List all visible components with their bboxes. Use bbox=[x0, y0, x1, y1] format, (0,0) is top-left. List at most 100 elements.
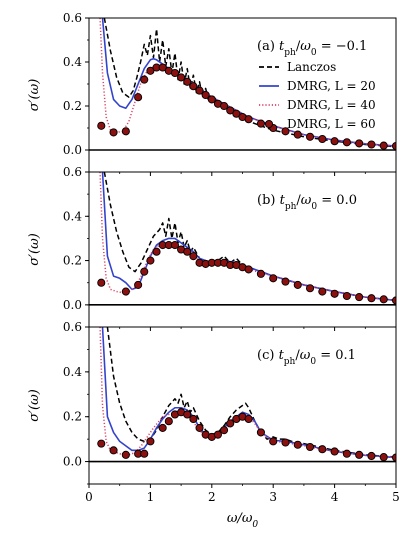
data-point-l60 bbox=[318, 445, 327, 454]
data-point-l60 bbox=[170, 241, 180, 250]
data-point-l60 bbox=[146, 437, 155, 446]
data-point-l60 bbox=[379, 141, 388, 150]
data-point-l60 bbox=[256, 269, 265, 278]
data-point-l60 bbox=[109, 446, 118, 455]
panel-title: (b) tph/ω0 = 0.0 bbox=[257, 193, 357, 212]
x-tick-label: 4 bbox=[331, 490, 339, 504]
y-tick-label: 0.6 bbox=[63, 165, 82, 179]
legend-entry-label: DMRG, L = 20 bbox=[287, 79, 376, 93]
data-point-l60 bbox=[269, 274, 278, 283]
panel-c: 0.0 0.2 0.4 0.6 0 1 2 3 4 5 σ′(ω) (c) tph/ω0 = 0.1 ω… bbox=[27, 320, 400, 530]
data-point-l60 bbox=[97, 121, 106, 130]
data-point-l60 bbox=[220, 101, 229, 111]
data-point-l60 bbox=[170, 68, 180, 78]
data-point-l60 bbox=[330, 447, 339, 456]
x-tick-label: 5 bbox=[392, 490, 400, 504]
panel-title: (a) tph/ω0 = −0.1 bbox=[257, 39, 367, 58]
data-point-l60 bbox=[305, 132, 315, 141]
y-tick-label: 0.4 bbox=[63, 55, 82, 69]
y-tick-label: 0.2 bbox=[63, 254, 82, 268]
x-tick-label: 0 bbox=[85, 490, 93, 504]
data-point-l60 bbox=[201, 90, 210, 100]
series-line-l40 bbox=[99, 327, 396, 459]
panel-title: (c) tph/ω0 = 0.1 bbox=[257, 348, 356, 367]
data-point-l60 bbox=[164, 417, 173, 426]
data-point-l60 bbox=[244, 115, 253, 124]
legend-entry-label: Lanczos bbox=[287, 60, 336, 74]
data-point-l60 bbox=[342, 138, 351, 147]
series-line-lanczos bbox=[103, 172, 396, 302]
data-point-l60 bbox=[293, 280, 302, 289]
data-point-l60 bbox=[121, 450, 130, 459]
data-point-l60 bbox=[330, 137, 339, 146]
series-group bbox=[97, 327, 396, 462]
data-point-l60 bbox=[281, 438, 290, 447]
legend-entry-label: DMRG, L = 40 bbox=[287, 98, 376, 112]
y-tick-label: 0.0 bbox=[63, 298, 82, 312]
data-point-l60 bbox=[379, 453, 388, 462]
data-point-l60 bbox=[97, 278, 106, 287]
data-point-l60 bbox=[183, 77, 192, 86]
data-point-l60 bbox=[342, 291, 351, 301]
data-point-l60 bbox=[189, 252, 198, 261]
data-point-l60 bbox=[342, 449, 351, 458]
panel-a: 0.0 0.2 0.4 0.6 σ′(ω) (a) tph/ω0 = −0.1 Lanczo… bbox=[27, 11, 397, 176]
data-point-l60 bbox=[379, 295, 388, 304]
data-point-l60 bbox=[183, 247, 192, 256]
panel-b: 0.0 0.2 0.4 0.6 σ′(ω) (b) tph/ω0 = 0.0 bbox=[27, 165, 397, 331]
data-point-l60 bbox=[152, 247, 161, 256]
data-point-l60 bbox=[318, 134, 327, 144]
y-tick-label: 0.6 bbox=[63, 320, 82, 334]
data-point-l60 bbox=[207, 95, 216, 104]
data-point-l60 bbox=[134, 93, 143, 102]
series-group bbox=[97, 18, 396, 151]
data-point-l60 bbox=[226, 419, 235, 428]
data-point-l60 bbox=[355, 293, 364, 302]
data-point-l60 bbox=[367, 294, 376, 303]
data-point-l60 bbox=[355, 450, 364, 459]
x-tick-label: 2 bbox=[208, 490, 216, 504]
data-point-l60 bbox=[256, 428, 265, 437]
series-line-lanczos bbox=[106, 327, 396, 458]
data-point-l60 bbox=[367, 451, 376, 461]
x-axis-label: ω/ω0 bbox=[227, 511, 259, 530]
data-point-l60 bbox=[97, 439, 106, 448]
y-tick-label: 0.0 bbox=[63, 143, 82, 157]
data-point-l60 bbox=[140, 75, 149, 84]
data-point-l60 bbox=[195, 423, 204, 432]
data-point-l60 bbox=[220, 426, 229, 435]
data-point-l60 bbox=[281, 277, 290, 286]
data-point-l60 bbox=[226, 106, 235, 115]
y-tick-label: 0.0 bbox=[63, 455, 82, 469]
data-point-l60 bbox=[189, 414, 198, 424]
series-line-l20 bbox=[101, 327, 396, 459]
data-point-l60 bbox=[305, 284, 315, 293]
data-point-l60 bbox=[134, 280, 143, 289]
data-point-l60 bbox=[158, 423, 167, 432]
data-point-l60 bbox=[269, 437, 278, 446]
data-point-l60 bbox=[158, 63, 167, 72]
legend-marker-l60 bbox=[264, 119, 274, 129]
legend: Lanczos DMRG, L = 20 DMRG, L = 40 DMRG, L =… bbox=[259, 60, 376, 131]
y-axis-label: σ′(ω) bbox=[27, 233, 42, 266]
y-axis-label: σ′(ω) bbox=[27, 389, 42, 422]
data-point-l60 bbox=[330, 289, 339, 298]
data-point-l60 bbox=[140, 267, 149, 276]
y-axis-label: σ′(ω) bbox=[27, 79, 42, 112]
data-point-l60 bbox=[195, 86, 204, 95]
data-point-l60 bbox=[293, 440, 302, 449]
y-tick-label: 0.2 bbox=[63, 410, 82, 424]
x-tick-label: 1 bbox=[147, 490, 155, 504]
data-point-l60 bbox=[367, 140, 376, 149]
series-line-l40 bbox=[99, 172, 396, 302]
y-tick-label: 0.4 bbox=[63, 365, 82, 379]
data-point-l60 bbox=[281, 127, 290, 136]
data-point-l60 bbox=[146, 66, 155, 75]
data-point-l60 bbox=[109, 128, 118, 137]
data-point-l60 bbox=[189, 82, 198, 91]
data-point-l60 bbox=[121, 287, 130, 296]
data-point-l60 bbox=[121, 127, 130, 136]
x-tick-label: 3 bbox=[269, 490, 277, 504]
data-point-l60 bbox=[244, 265, 253, 274]
series-line-l20 bbox=[101, 172, 396, 302]
